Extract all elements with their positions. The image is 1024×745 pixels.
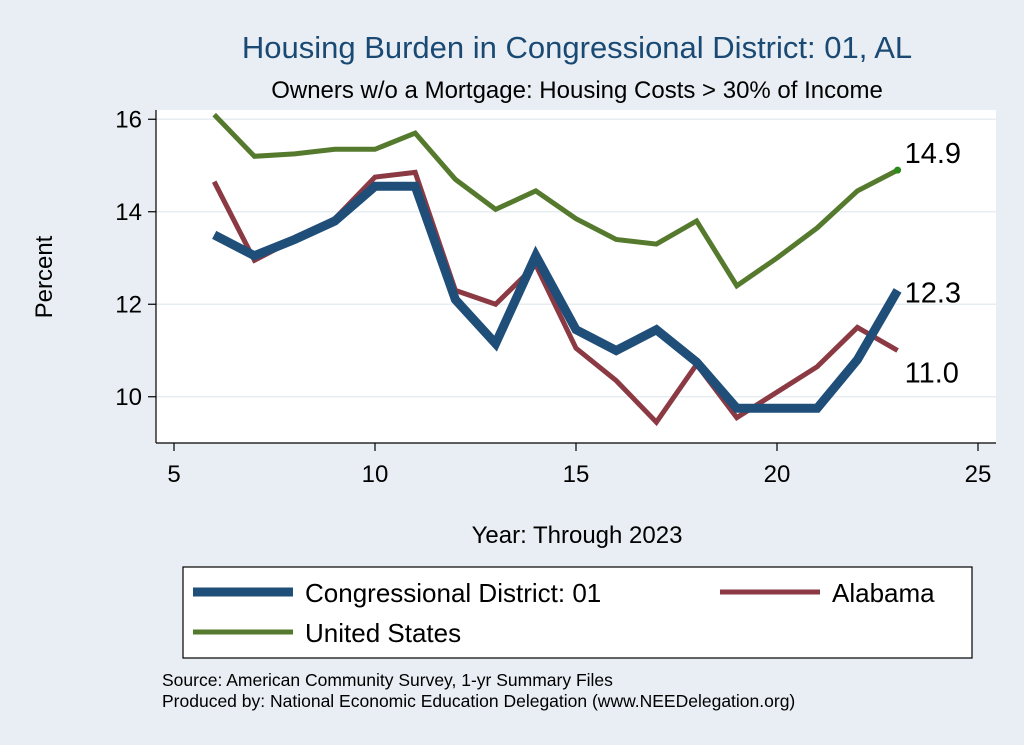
legend-label-us: United States [305,618,461,648]
chart-subtitle: Owners w/o a Mortgage: Housing Costs > 3… [271,77,883,104]
end-label-us: 14.9 [905,138,961,170]
end-label-alabama: 11.0 [905,358,959,390]
axes: 10 12 14 16 5 10 15 20 25 [115,106,996,488]
legend-label-district: Congressional District: 01 [305,578,601,608]
x-tick-label: 20 [764,461,791,488]
legend: Congressional District: 01 Alabama Unite… [182,566,973,659]
source-note: Source: American Community Survey, 1-yr … [162,670,613,690]
x-tick-label: 5 [167,461,180,488]
series-line-district [212,181,902,413]
grid [156,118,996,398]
series [211,112,902,427]
y-tick-label: 10 [115,384,142,411]
end-labels: 12.3 11.0 14.9 [905,138,961,389]
y-tick-label: 14 [115,199,142,226]
producer-note: Produced by: National Economic Education… [162,691,795,711]
series-line-us [212,112,899,290]
legend-label-alabama: Alabama [832,578,935,608]
y-axis-label: Percent [31,235,58,318]
x-axis-label: Year: Through 2023 [472,522,683,549]
x-tick-label: 10 [362,461,389,488]
x-tick-label: 15 [563,461,590,488]
y-tick-label: 16 [115,106,142,133]
x-tick-label: 25 [965,461,992,488]
legend-box [182,566,973,659]
series-end-point-us [894,166,902,174]
end-label-district: 12.3 [905,277,961,309]
plot-area [156,110,996,443]
y-tick-label: 12 [115,291,142,318]
chart-title: Housing Burden in Congressional District… [242,30,912,65]
